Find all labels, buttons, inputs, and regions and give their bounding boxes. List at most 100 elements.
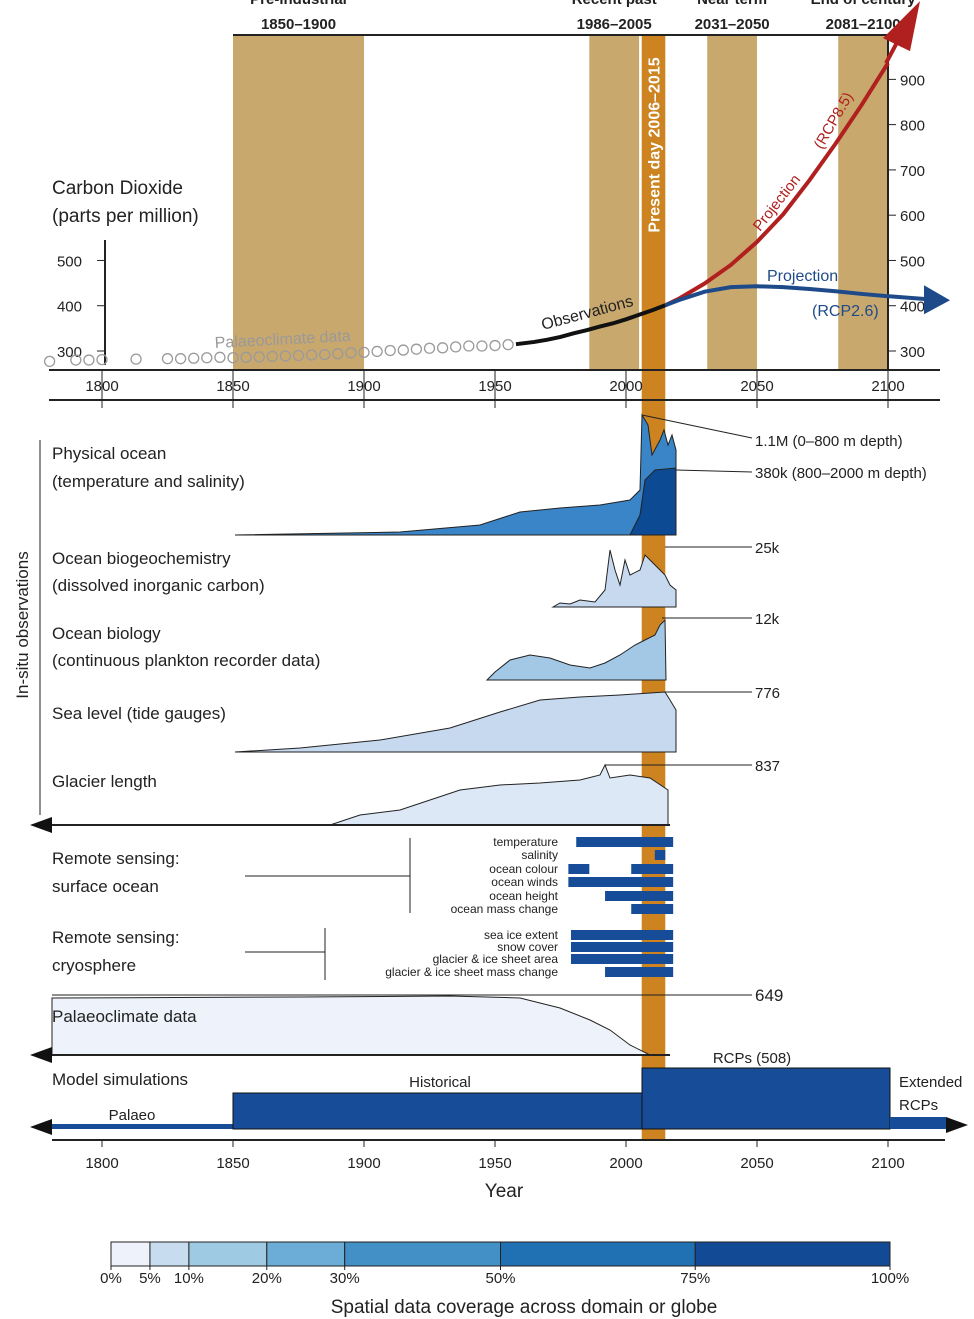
- y2-tick-label: 400: [900, 299, 925, 316]
- panel-detail: (dissolved inorganic carbon): [52, 576, 265, 595]
- period-band: [589, 35, 640, 370]
- historical-bar: [232, 1092, 643, 1130]
- co2-point: [214, 351, 226, 363]
- co2-line: [664, 62, 890, 308]
- co2-point: [384, 344, 396, 357]
- co2-point: [96, 353, 108, 366]
- leader: [675, 469, 753, 473]
- band-label: 2081–2100: [826, 16, 901, 33]
- co2-point: [476, 340, 488, 352]
- band-period: Near term: [697, 0, 767, 8]
- insitu-title: In-situ observations: [13, 551, 32, 698]
- rs-bar: [570, 942, 674, 952]
- rs-item: ocean height: [489, 889, 558, 903]
- panel-name: Ocean biogeochemistry: [52, 549, 231, 568]
- colorbar-segment: [694, 1241, 891, 1267]
- co2-point: [502, 338, 514, 351]
- panel-detail: (continuous plankton recorder data): [52, 651, 320, 670]
- arrow-shaft: [884, 32, 904, 65]
- year-label: Year: [485, 1181, 524, 1202]
- co2-point: [292, 349, 305, 362]
- arrow-left: [30, 1047, 52, 1063]
- co2-point: [266, 350, 278, 363]
- count-label: 776: [755, 685, 780, 702]
- co2-point: [371, 345, 383, 358]
- arrow-left: [30, 1119, 52, 1135]
- co2-subtitle: (parts per million): [52, 206, 199, 227]
- x-tick-label: 1950: [478, 378, 511, 395]
- annotation: Projection: [767, 268, 838, 285]
- rs-item: sea ice extent: [484, 928, 559, 942]
- co2-line: [664, 284, 889, 308]
- panel-name: Glacier length: [52, 772, 157, 791]
- co2-point: [174, 353, 187, 365]
- co2-point: [305, 349, 318, 361]
- y2-tick-label: 600: [900, 208, 925, 225]
- palaeo-label: Palaeoclimate data: [52, 1007, 197, 1026]
- rs-name: Remote sensing:: [52, 849, 180, 868]
- physical-ocean-deep-area: [629, 467, 677, 536]
- rs-bar: [631, 904, 674, 914]
- colorbar-segment: [149, 1241, 190, 1267]
- colorbar-segment: [110, 1241, 151, 1267]
- co2-point: [161, 353, 174, 365]
- co2-point: [319, 348, 331, 361]
- x-tick-label: 2000: [609, 378, 642, 395]
- sea-level-area: [234, 691, 677, 753]
- physical-ocean-area: [234, 413, 677, 536]
- arrow-left: [30, 817, 52, 833]
- count-label: 837: [755, 758, 780, 775]
- glacier-area: [329, 763, 669, 826]
- count-label: 25k: [755, 540, 780, 557]
- leaders: [39, 414, 753, 1056]
- colorbar-tick-label: 10%: [174, 1270, 204, 1287]
- y2-tick-label: 300: [900, 344, 925, 361]
- co2-point: [188, 352, 200, 364]
- model-label: Extended: [899, 1074, 962, 1091]
- arrow-shaft: [887, 294, 929, 302]
- band-period: Recent past: [572, 0, 657, 8]
- year-tick-label: 2050: [740, 1155, 773, 1172]
- model-label: RCPs (508): [713, 1050, 791, 1067]
- band-label: 1850–1900: [261, 16, 336, 33]
- co2-title: Carbon Dioxide: [52, 178, 183, 199]
- arrowhead: [883, 1, 920, 52]
- count-label: 1.1M (0–800 m depth): [755, 433, 903, 450]
- rs-item: glacier & ice sheet area: [433, 952, 559, 966]
- co2-line: [515, 303, 667, 347]
- annotation: Projection: [750, 171, 804, 234]
- rs-item: ocean winds: [491, 875, 558, 889]
- models-label: Model simulations: [52, 1070, 188, 1089]
- rs-item: ocean colour: [489, 862, 558, 876]
- co2-point: [253, 351, 265, 363]
- co2-point: [489, 339, 501, 352]
- colorbar-tick-label: 100%: [871, 1270, 909, 1287]
- rs-bar: [631, 864, 674, 874]
- model-label: Palaeo: [109, 1107, 156, 1124]
- co2-point: [423, 342, 436, 354]
- year-tick-label: 1800: [85, 1155, 118, 1172]
- co2-point: [332, 348, 344, 360]
- co2-point: [130, 353, 142, 365]
- co2-point: [358, 346, 370, 358]
- rs-item: temperature: [493, 835, 558, 849]
- year-tick-label: 2000: [609, 1155, 642, 1172]
- y-tick-label: 300: [57, 344, 82, 361]
- present-day-label: Present day 2006–2015: [647, 57, 664, 232]
- co2-point: [410, 343, 423, 355]
- colorbar-segment: [500, 1241, 696, 1267]
- panel-name: Sea level (tide gauges): [52, 704, 226, 723]
- rs-bar: [568, 877, 674, 887]
- colorbar-tick-label: 75%: [680, 1270, 710, 1287]
- co2-point: [345, 347, 357, 359]
- band-period: Pre-industrial: [250, 0, 347, 8]
- rs-bar: [576, 837, 674, 847]
- model-label: Historical: [409, 1074, 471, 1091]
- panel-name: Physical ocean: [52, 444, 166, 463]
- biology-area: [485, 618, 667, 681]
- count-label: 380k (800–2000 m depth): [755, 465, 927, 482]
- annotation: (RCP2.6): [812, 303, 879, 320]
- co2-point: [279, 350, 292, 362]
